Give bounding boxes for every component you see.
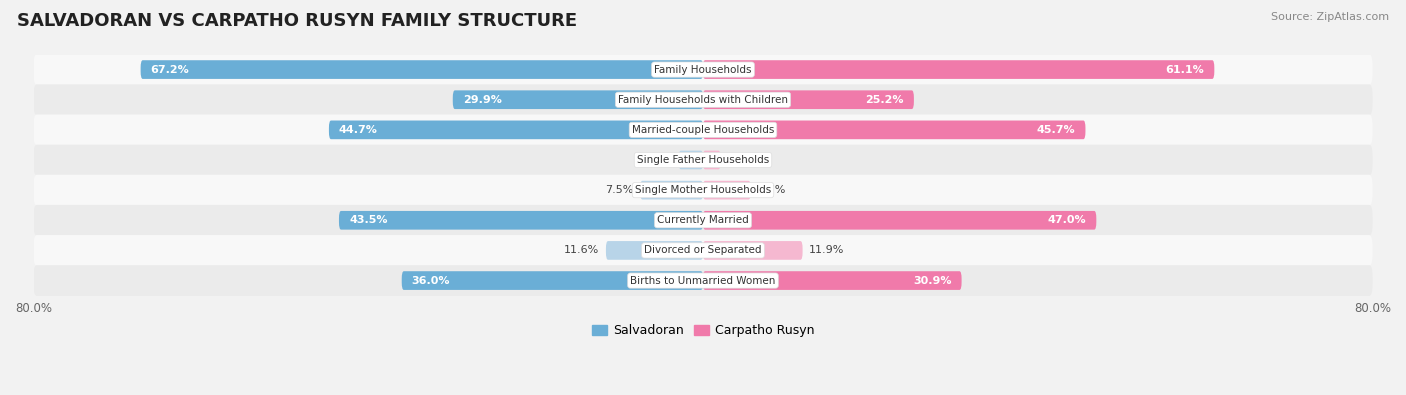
Text: 47.0%: 47.0% bbox=[1047, 215, 1087, 225]
FancyBboxPatch shape bbox=[703, 90, 914, 109]
Text: 44.7%: 44.7% bbox=[339, 125, 378, 135]
Text: Family Households with Children: Family Households with Children bbox=[619, 95, 787, 105]
Text: 5.7%: 5.7% bbox=[758, 185, 786, 195]
FancyBboxPatch shape bbox=[34, 54, 1372, 85]
Text: Single Mother Households: Single Mother Households bbox=[636, 185, 770, 195]
Text: 29.9%: 29.9% bbox=[463, 95, 502, 105]
Text: 43.5%: 43.5% bbox=[349, 215, 388, 225]
Text: 61.1%: 61.1% bbox=[1166, 64, 1205, 75]
Text: Births to Unmarried Women: Births to Unmarried Women bbox=[630, 276, 776, 286]
Text: 45.7%: 45.7% bbox=[1036, 125, 1076, 135]
FancyBboxPatch shape bbox=[606, 241, 703, 260]
FancyBboxPatch shape bbox=[703, 60, 1215, 79]
FancyBboxPatch shape bbox=[34, 265, 1372, 296]
FancyBboxPatch shape bbox=[453, 90, 703, 109]
Text: 25.2%: 25.2% bbox=[865, 95, 904, 105]
FancyBboxPatch shape bbox=[703, 181, 751, 199]
Text: Single Father Households: Single Father Households bbox=[637, 155, 769, 165]
Legend: Salvadoran, Carpatho Rusyn: Salvadoran, Carpatho Rusyn bbox=[586, 320, 820, 342]
Text: 7.5%: 7.5% bbox=[605, 185, 634, 195]
Text: 36.0%: 36.0% bbox=[412, 276, 450, 286]
Text: 11.9%: 11.9% bbox=[810, 245, 845, 256]
FancyBboxPatch shape bbox=[703, 271, 962, 290]
Text: Currently Married: Currently Married bbox=[657, 215, 749, 225]
FancyBboxPatch shape bbox=[34, 205, 1372, 236]
Text: 2.9%: 2.9% bbox=[644, 155, 672, 165]
FancyBboxPatch shape bbox=[703, 120, 1085, 139]
Text: 80.0%: 80.0% bbox=[1354, 302, 1391, 315]
Text: SALVADORAN VS CARPATHO RUSYN FAMILY STRUCTURE: SALVADORAN VS CARPATHO RUSYN FAMILY STRU… bbox=[17, 12, 576, 30]
FancyBboxPatch shape bbox=[703, 241, 803, 260]
FancyBboxPatch shape bbox=[703, 150, 720, 169]
FancyBboxPatch shape bbox=[34, 115, 1372, 145]
Text: 67.2%: 67.2% bbox=[150, 64, 190, 75]
FancyBboxPatch shape bbox=[703, 211, 1097, 229]
Text: 11.6%: 11.6% bbox=[564, 245, 599, 256]
FancyBboxPatch shape bbox=[402, 271, 703, 290]
FancyBboxPatch shape bbox=[329, 120, 703, 139]
Text: 80.0%: 80.0% bbox=[15, 302, 52, 315]
FancyBboxPatch shape bbox=[34, 175, 1372, 205]
FancyBboxPatch shape bbox=[34, 145, 1372, 175]
Text: Married-couple Households: Married-couple Households bbox=[631, 125, 775, 135]
Text: Source: ZipAtlas.com: Source: ZipAtlas.com bbox=[1271, 12, 1389, 22]
FancyBboxPatch shape bbox=[339, 211, 703, 229]
Text: Family Households: Family Households bbox=[654, 64, 752, 75]
FancyBboxPatch shape bbox=[640, 181, 703, 199]
Text: Divorced or Separated: Divorced or Separated bbox=[644, 245, 762, 256]
FancyBboxPatch shape bbox=[679, 150, 703, 169]
FancyBboxPatch shape bbox=[34, 85, 1372, 115]
Text: 30.9%: 30.9% bbox=[912, 276, 952, 286]
Text: 2.1%: 2.1% bbox=[727, 155, 755, 165]
FancyBboxPatch shape bbox=[141, 60, 703, 79]
FancyBboxPatch shape bbox=[34, 235, 1372, 266]
